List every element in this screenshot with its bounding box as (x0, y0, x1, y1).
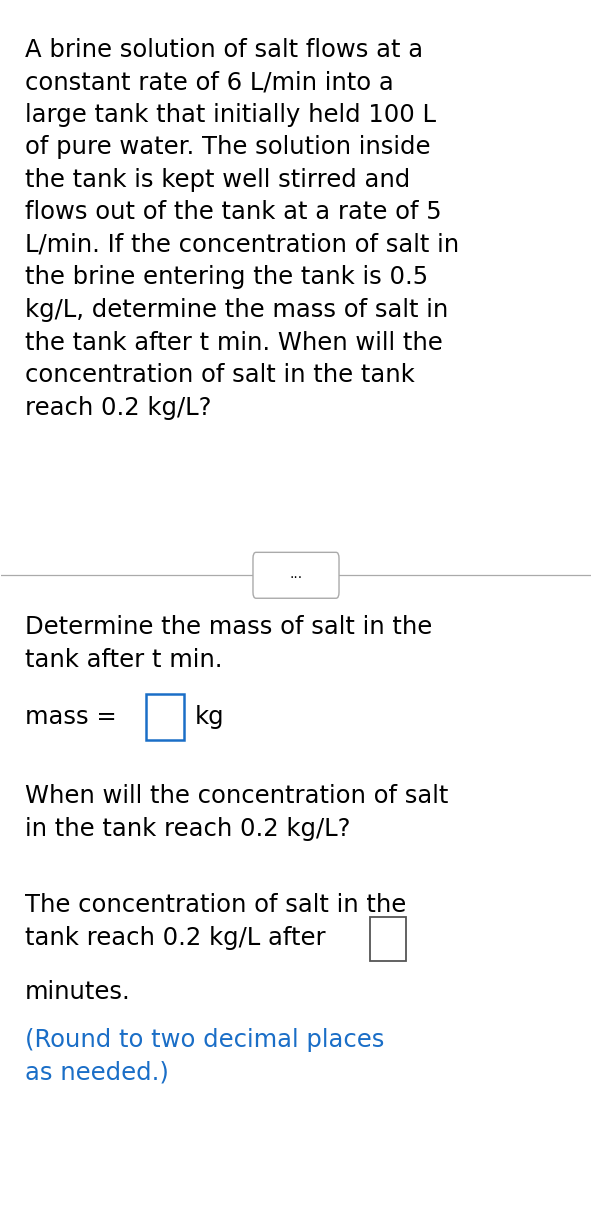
Text: Determine the mass of salt in the
tank after t min.: Determine the mass of salt in the tank a… (25, 615, 432, 672)
Text: minutes.: minutes. (25, 980, 131, 1004)
Text: ...: ... (289, 567, 303, 581)
Text: The concentration of salt in the
tank reach 0.2 kg/L after: The concentration of salt in the tank re… (25, 893, 406, 949)
Text: When will the concentration of salt
in the tank reach 0.2 kg/L?: When will the concentration of salt in t… (25, 785, 448, 840)
FancyBboxPatch shape (253, 552, 339, 598)
Text: mass =: mass = (25, 705, 124, 729)
Text: A brine solution of salt flows at a
constant rate of 6 L/min into a
large tank t: A brine solution of salt flows at a cons… (25, 38, 459, 420)
Text: kg: kg (195, 705, 224, 729)
FancyBboxPatch shape (369, 917, 406, 960)
FancyBboxPatch shape (146, 694, 184, 740)
Text: (Round to two decimal places
as needed.): (Round to two decimal places as needed.) (25, 1028, 384, 1085)
